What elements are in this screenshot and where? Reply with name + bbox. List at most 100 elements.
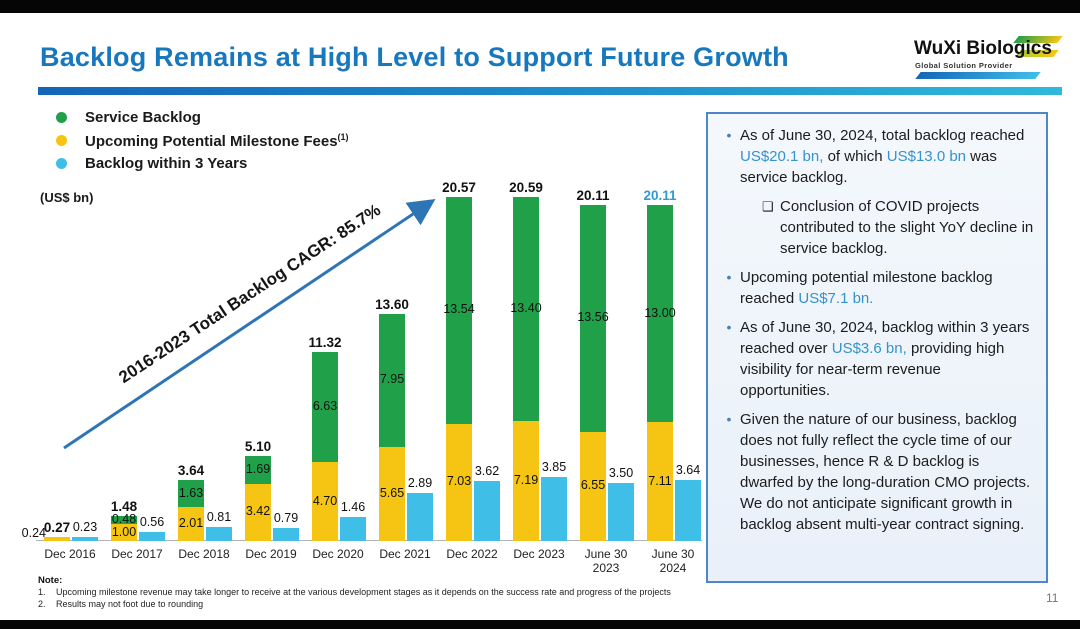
- bar-segment-service: [178, 480, 204, 508]
- bar-segment-milestone: [111, 524, 137, 541]
- page-number: 11: [1046, 591, 1059, 605]
- bar-segment-service: [111, 516, 137, 525]
- bar-backlog-3y: [273, 527, 299, 541]
- footnote-item: 2. Results may not foot due to rounding: [38, 598, 204, 609]
- bar-service-label: 1.69: [245, 461, 271, 476]
- bar-service-label: 13.54: [443, 302, 475, 317]
- letterbox-top: [0, 0, 1080, 13]
- bar-category-label: Dec 2019: [245, 547, 297, 561]
- bar-milestone-label: 1.00: [111, 524, 137, 539]
- bar-milestone-label: 5.65: [379, 485, 405, 500]
- checkbox-bullet-icon: ❑: [762, 199, 774, 214]
- panel-bullet: • Given the nature of our business, backl…: [718, 409, 1034, 535]
- legend-item-backlog-3y: Backlog within 3 Years: [56, 152, 349, 175]
- panel-bullet: • As of June 30, 2024, total backlog reac…: [718, 125, 1034, 188]
- bar-service-label: 7.95: [379, 372, 405, 387]
- panel-bullet-text: As of June 30, 2024, total backlog reach…: [740, 127, 1025, 186]
- bar-milestone-label: 3.42: [245, 504, 271, 519]
- cagr-arrow-icon: [63, 198, 436, 450]
- logo-tagline: Global Solution Provider: [915, 61, 1013, 70]
- bar-backlog-3y-label: 3.62: [474, 463, 500, 478]
- bar-milestone-label: 2.01: [178, 516, 204, 531]
- bar-backlog-3y-label: 0.23: [72, 520, 98, 535]
- bar-milestone-label: 7.19: [513, 472, 539, 487]
- bullet-dot-icon: •: [726, 269, 732, 285]
- bar-segment-service: [245, 455, 271, 484]
- bar-segment-milestone: [178, 507, 204, 541]
- bar-backlog-3y: [340, 516, 366, 541]
- bar-segment-milestone: [513, 420, 539, 541]
- bullet-dot-icon: •: [726, 319, 732, 335]
- bar-segment-service: [513, 196, 539, 421]
- bar-segment-service: [580, 204, 606, 432]
- bar-backlog-3y: [72, 537, 98, 541]
- bar-milestone-label: 7.03: [446, 474, 472, 489]
- bar-milestone-label: 7.11: [648, 473, 672, 488]
- bar-segment-service: [446, 197, 472, 424]
- bar-total-label: 11.32: [308, 334, 342, 350]
- panel-bullet: • Upcoming potential milestone backlog re…: [718, 267, 1034, 309]
- bar-service-label: 0.48: [111, 512, 137, 527]
- legend-label: Upcoming Potential Milestone Fees(1): [85, 131, 349, 150]
- bar-category-label: Dec 2022: [446, 547, 498, 561]
- bar-category-label: Dec 2021: [379, 547, 431, 561]
- bar-backlog-3y: [407, 492, 433, 541]
- bar-service-label: 13.56: [577, 310, 609, 325]
- panel-bullet-text: Upcoming potential milestone backlog rea…: [740, 269, 993, 307]
- legend-dot-icon: [56, 135, 67, 146]
- bar-backlog-3y-label: 2.89: [407, 475, 433, 490]
- bar-backlog-3y: [474, 480, 500, 541]
- bar-total-label: 20.11: [576, 187, 610, 203]
- letterbox-bottom: [0, 620, 1080, 629]
- bar-backlog-3y-label: 0.81: [206, 510, 232, 525]
- wuxi-biologics-logo: WuXi Biologics Global Solution Provider: [898, 34, 1063, 86]
- legend-item-service-backlog: Service Backlog: [56, 106, 349, 129]
- panel-bullet-text: As of June 30, 2024, backlog within 3 ye…: [740, 319, 1030, 399]
- bar-segment-milestone: [245, 483, 271, 541]
- footnote-item: 1. Upcoming milestone revenue may take lo…: [38, 587, 671, 597]
- bar-segment-milestone: [647, 422, 673, 541]
- legend-dot-icon: [56, 112, 67, 123]
- page-title: Backlog Remains at High Level to Support…: [40, 42, 789, 72]
- logo-name: WuXi Biologics: [914, 38, 1052, 59]
- panel-bullet: • As of June 30, 2024, backlog within 3 y…: [718, 317, 1034, 401]
- footnote-marker: (1): [337, 131, 349, 142]
- bar-total-label: 20.57: [442, 180, 476, 196]
- bar-segment-milestone: [44, 536, 70, 541]
- bar-total-label: 13.60: [375, 296, 409, 312]
- bar-backlog-3y-label: 0.56: [139, 514, 165, 529]
- bar-backlog-3y-label: 1.46: [340, 499, 366, 514]
- bar-segment-service: [647, 204, 673, 423]
- bar-category-label: Dec 2020: [312, 547, 364, 561]
- title-underline: [38, 87, 1062, 95]
- bar-service-label: 6.63: [312, 399, 338, 414]
- bar-backlog-3y-label: 3.85: [541, 459, 567, 474]
- bar-backlog-3y-label: 3.50: [608, 465, 634, 480]
- bar-backlog-3y-label: 3.64: [675, 463, 701, 478]
- bar-backlog-3y: [541, 476, 567, 541]
- bullet-dot-icon: •: [726, 411, 732, 427]
- bar-segment-milestone: [446, 423, 472, 541]
- bullet-dot-icon: •: [726, 127, 732, 143]
- legend-item-milestone-fees: Upcoming Potential Milestone Fees(1): [56, 129, 349, 152]
- bar-milestone-label: 6.55: [580, 478, 606, 493]
- bar-total-label: 5.10: [244, 438, 272, 454]
- panel-bullet-text: Given the nature of our business, backlo…: [740, 411, 1031, 533]
- bar-segment-service: [312, 351, 338, 463]
- bar-segment-milestone: [580, 431, 606, 541]
- bar-service-label: 1.63: [178, 485, 204, 500]
- legend-label: Service Backlog: [85, 109, 201, 126]
- bar-milestone-label: 0.24: [21, 526, 46, 540]
- legend-dot-icon: [56, 158, 67, 169]
- bar-backlog-3y: [675, 480, 701, 541]
- bar-segment-service: [379, 313, 405, 447]
- bar-backlog-3y-label: 0.79: [273, 510, 299, 525]
- bar-total-label: 0.27: [43, 519, 71, 535]
- bar-category-label: Dec 2016: [44, 547, 96, 561]
- bar-category-label: June 30 2023: [584, 547, 628, 575]
- bar-backlog-3y: [608, 482, 634, 541]
- backlog-bar-chart: 2016-2023 Total Backlog CAGR: 85.7% 0.27…: [21, 180, 702, 575]
- bar-total-label: 3.64: [177, 463, 205, 479]
- panel-sub-bullet: ❑ Conclusion of COVID projects contribute…: [762, 196, 1034, 259]
